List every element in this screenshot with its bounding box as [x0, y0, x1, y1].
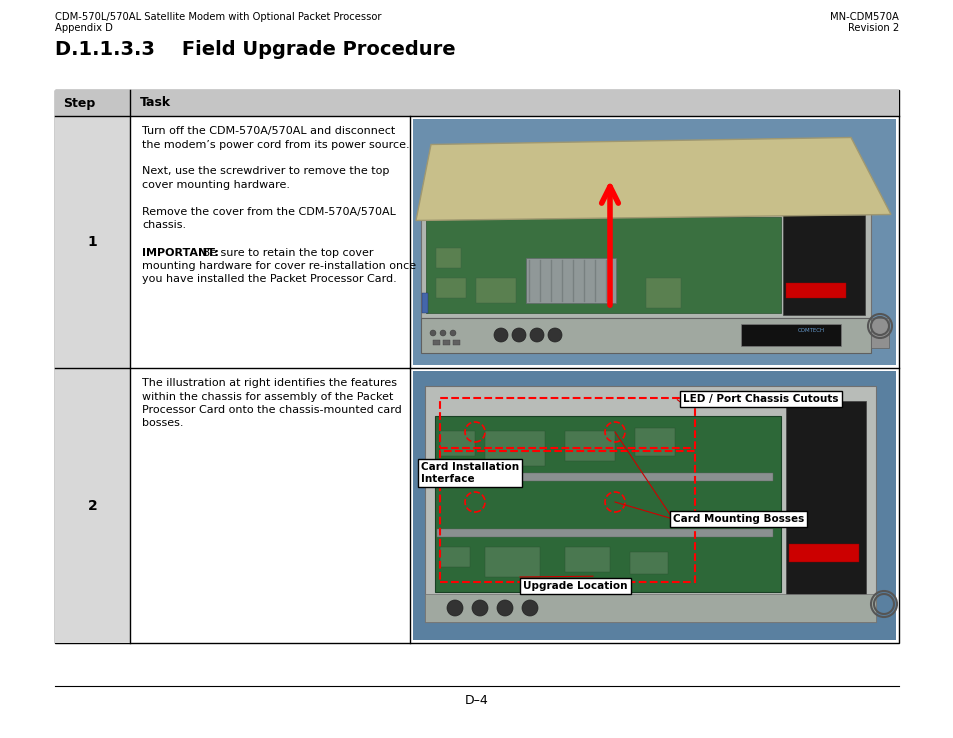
Bar — [740, 324, 841, 346]
Bar — [420, 213, 870, 318]
Bar — [436, 248, 460, 268]
Bar — [629, 552, 667, 574]
Text: cover mounting hardware.: cover mounting hardware. — [142, 180, 290, 190]
Text: mounting hardware for cover re-installation once: mounting hardware for cover re-installat… — [142, 261, 416, 271]
Bar — [788, 544, 858, 562]
Bar — [635, 428, 675, 456]
Text: IMPORTANT:: IMPORTANT: — [142, 247, 218, 258]
Circle shape — [472, 600, 488, 616]
Bar — [426, 218, 781, 313]
Bar — [782, 215, 864, 315]
Bar — [442, 340, 450, 345]
Polygon shape — [416, 137, 890, 221]
Bar — [435, 416, 781, 592]
Text: Appendix D: Appendix D — [55, 23, 112, 33]
Bar — [785, 401, 865, 607]
Bar — [420, 318, 870, 353]
Text: the modem’s power cord from its power source.: the modem’s power cord from its power so… — [142, 139, 409, 150]
Text: Card Mounting Bosses: Card Mounting Bosses — [672, 514, 803, 524]
Text: MN-CDM570A: MN-CDM570A — [829, 12, 898, 22]
Bar — [439, 451, 695, 582]
Text: 1: 1 — [88, 235, 97, 249]
Text: bosses.: bosses. — [142, 418, 183, 429]
Bar — [870, 318, 888, 348]
Text: 2: 2 — [88, 498, 97, 512]
Bar — [433, 340, 439, 345]
Bar — [55, 90, 898, 116]
Bar — [453, 340, 459, 345]
Bar — [424, 386, 875, 622]
Bar — [55, 368, 130, 643]
Bar — [564, 547, 609, 572]
Text: you have installed the Packet Processor Card.: you have installed the Packet Processor … — [142, 275, 396, 285]
Text: CDM-570L/570AL Satellite Modem with Optional Packet Processor: CDM-570L/570AL Satellite Modem with Opti… — [55, 12, 381, 22]
Text: Be sure to retain the top cover: Be sure to retain the top cover — [199, 247, 374, 258]
Bar — [55, 90, 898, 643]
Circle shape — [530, 328, 543, 342]
Bar — [439, 431, 475, 456]
Circle shape — [439, 330, 446, 336]
Text: The illustration at right identifies the features: The illustration at right identifies the… — [142, 378, 396, 388]
Text: Task: Task — [140, 97, 171, 109]
Text: Processor Card onto the chassis-mounted card: Processor Card onto the chassis-mounted … — [142, 405, 401, 415]
Bar — [484, 547, 539, 577]
Text: within the chassis for assembly of the Packet: within the chassis for assembly of the P… — [142, 391, 393, 401]
Text: Upgrade Location: Upgrade Location — [522, 582, 627, 591]
Bar — [439, 547, 470, 567]
Circle shape — [521, 600, 537, 616]
Bar — [785, 283, 845, 298]
Circle shape — [450, 330, 456, 336]
Circle shape — [430, 330, 436, 336]
Bar — [424, 594, 875, 622]
Bar — [436, 529, 772, 537]
Bar — [484, 431, 544, 466]
Bar — [564, 431, 615, 461]
Circle shape — [547, 328, 561, 342]
Text: D–4: D–4 — [465, 694, 488, 706]
Bar — [413, 371, 895, 640]
Bar — [413, 119, 895, 365]
Circle shape — [512, 328, 525, 342]
Text: chassis.: chassis. — [142, 221, 186, 230]
Bar — [439, 398, 695, 448]
Text: Revision 2: Revision 2 — [847, 23, 898, 33]
Bar — [525, 258, 616, 303]
Text: Step: Step — [63, 97, 95, 109]
Text: COMTECH: COMTECH — [797, 328, 823, 333]
Text: D.1.1.3.3    Field Upgrade Procedure: D.1.1.3.3 Field Upgrade Procedure — [55, 40, 456, 59]
Text: Remove the cover from the CDM-570A/570AL: Remove the cover from the CDM-570A/570AL — [142, 207, 395, 217]
Circle shape — [497, 600, 513, 616]
Bar — [55, 116, 130, 368]
Text: LED / Port Chassis Cutouts: LED / Port Chassis Cutouts — [682, 394, 838, 404]
Text: Next, use the screwdriver to remove the top: Next, use the screwdriver to remove the … — [142, 167, 389, 176]
Circle shape — [447, 600, 462, 616]
Text: Turn off the CDM-570A/570AL and disconnect: Turn off the CDM-570A/570AL and disconne… — [142, 126, 395, 136]
Circle shape — [494, 328, 507, 342]
Text: Card Installation
Interface: Card Installation Interface — [420, 463, 518, 484]
Bar — [421, 293, 428, 313]
Bar — [436, 473, 772, 481]
Bar — [436, 278, 465, 298]
Bar — [476, 278, 516, 303]
Bar — [645, 278, 680, 308]
